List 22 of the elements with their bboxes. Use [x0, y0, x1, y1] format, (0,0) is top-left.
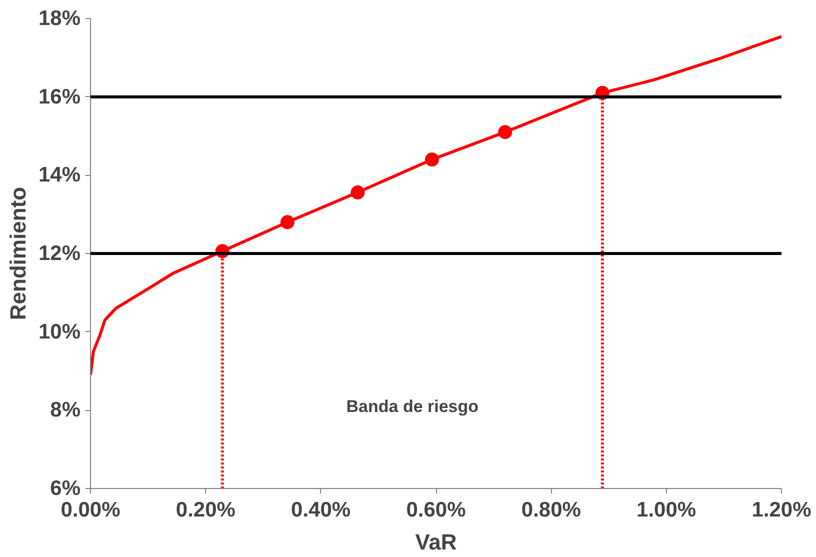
point — [280, 215, 294, 230]
y-tick-label: 18% — [38, 7, 81, 30]
x-tick-label: 0.80% — [521, 498, 582, 522]
x-axis-title: VaR — [415, 530, 457, 554]
x-tick-label: 0.00% — [60, 498, 121, 522]
y-tick-label: 10% — [38, 320, 81, 344]
point — [350, 185, 365, 200]
x-tick-label: 0.60% — [406, 498, 466, 522]
line-series — [90, 35, 782, 376]
y-axis-title: Rendimiento — [5, 186, 30, 320]
y-tick-label: 16% — [38, 85, 81, 108]
x-tick-label: 1.00% — [636, 498, 696, 522]
point — [424, 152, 439, 166]
x-tick-label: 0.20% — [176, 498, 236, 522]
point — [498, 125, 512, 140]
x-tick-label: 1.20% — [752, 498, 812, 522]
y-tick-label: 14% — [38, 164, 81, 187]
y-tick-label: 12% — [38, 242, 81, 265]
y-tick-label: 6% — [50, 477, 81, 500]
x-tick-label: 0.40% — [291, 498, 351, 522]
y-tick-label: 8% — [50, 398, 81, 422]
annotation: Banda de riesgo — [346, 396, 479, 416]
